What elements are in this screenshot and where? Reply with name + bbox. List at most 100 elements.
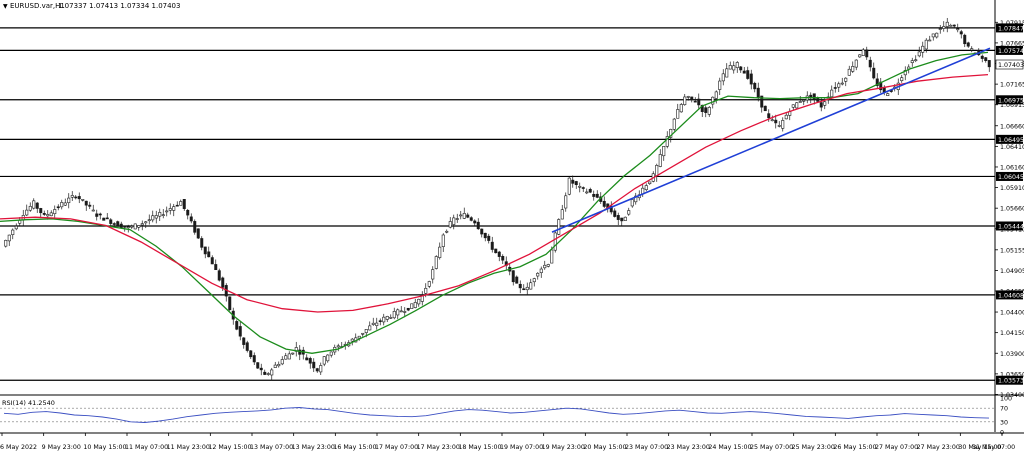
level-tag-label: 1.05444 bbox=[998, 223, 1024, 230]
candle-body bbox=[658, 154, 662, 167]
level-tag-label: 1.06045 bbox=[998, 174, 1024, 181]
candle-body bbox=[851, 66, 855, 72]
candle-body bbox=[67, 197, 71, 204]
x-tick-label: 25 May 23:00 bbox=[792, 444, 835, 451]
candle-body bbox=[774, 119, 778, 124]
collapse-arrow-icon[interactable]: ▼ bbox=[3, 3, 8, 10]
candle-body bbox=[903, 70, 907, 76]
candle-body bbox=[350, 338, 354, 342]
candle-body bbox=[326, 354, 330, 362]
candle-body bbox=[25, 209, 29, 216]
candle-body bbox=[609, 205, 613, 213]
candle-body bbox=[123, 225, 127, 228]
candle-body bbox=[322, 356, 326, 365]
level-tag bbox=[996, 134, 1023, 144]
candle-body bbox=[476, 221, 480, 230]
candle-body bbox=[266, 373, 270, 375]
candle-body bbox=[32, 200, 36, 209]
x-tick-label: 13 May 07:00 bbox=[250, 444, 293, 451]
candle-body bbox=[648, 181, 652, 184]
candle-body bbox=[529, 282, 533, 290]
candle-body bbox=[560, 209, 564, 220]
candle-body bbox=[63, 202, 67, 206]
candle-body bbox=[595, 193, 599, 198]
level-tag bbox=[996, 23, 1023, 33]
candle-body bbox=[410, 303, 414, 309]
x-tick-label: 11 May 07:00 bbox=[125, 444, 168, 451]
candle-body bbox=[77, 196, 81, 200]
candle-body bbox=[109, 219, 113, 224]
candle-body bbox=[305, 357, 309, 361]
candle-body bbox=[980, 55, 984, 59]
moving-average-red bbox=[0, 73, 989, 313]
chart-symbol: EURUSD.var,H1 bbox=[10, 2, 65, 10]
candle-body bbox=[644, 185, 648, 191]
candle-body bbox=[417, 298, 421, 305]
candle-body bbox=[441, 234, 445, 247]
candle-body bbox=[217, 270, 221, 281]
candle-body bbox=[830, 89, 834, 98]
candle-body bbox=[144, 221, 148, 224]
candle-body bbox=[847, 68, 851, 76]
candle-body bbox=[396, 309, 400, 316]
candle-body bbox=[385, 316, 389, 320]
candle-body bbox=[228, 296, 232, 311]
candle-body bbox=[627, 210, 631, 215]
candle-body bbox=[686, 96, 690, 98]
candle-body bbox=[56, 206, 60, 209]
candle-body bbox=[287, 353, 291, 360]
candle-body bbox=[987, 60, 991, 68]
candle-body bbox=[844, 77, 848, 82]
candle-body bbox=[308, 358, 312, 364]
candle-body bbox=[462, 213, 466, 219]
candle-body bbox=[172, 206, 176, 211]
candle-body bbox=[924, 39, 928, 50]
level-tag-label: 1.07847 bbox=[998, 25, 1024, 32]
candle-body bbox=[875, 78, 879, 86]
candle-body bbox=[291, 352, 295, 355]
candle-body bbox=[742, 70, 746, 74]
candle-body bbox=[46, 214, 50, 217]
candle-body bbox=[732, 65, 736, 71]
rsi-tick-label: 30 bbox=[1000, 419, 1008, 426]
candle-body bbox=[760, 95, 764, 108]
candle-body bbox=[602, 200, 606, 207]
candle-body bbox=[196, 228, 200, 239]
candle-body bbox=[392, 311, 396, 319]
candle-body bbox=[382, 316, 386, 323]
candle-body bbox=[571, 179, 575, 184]
candle-body bbox=[452, 217, 456, 225]
candle-body bbox=[210, 257, 214, 265]
candle-body bbox=[119, 223, 123, 229]
candle-body bbox=[634, 195, 638, 203]
candle-body bbox=[364, 329, 368, 333]
candle-body bbox=[445, 230, 449, 233]
candle-body bbox=[767, 113, 771, 119]
y-tick-label: 1.04400 bbox=[1000, 310, 1024, 317]
y-tick-label: 1.07915 bbox=[1000, 20, 1024, 27]
candle-body bbox=[427, 281, 431, 287]
candle-body bbox=[728, 65, 732, 70]
current-price-label: 1.07403 bbox=[998, 62, 1024, 69]
level-tag bbox=[996, 45, 1023, 55]
candle-body bbox=[53, 209, 57, 215]
candle-body bbox=[147, 219, 151, 222]
rsi-line bbox=[3, 407, 990, 423]
trendline[interactable] bbox=[551, 47, 991, 233]
candle-body bbox=[532, 278, 536, 283]
candle-body bbox=[116, 221, 120, 227]
level-tag bbox=[996, 221, 1023, 231]
candle-body bbox=[270, 369, 274, 376]
candle-body bbox=[487, 235, 491, 241]
y-tick-label: 1.06915 bbox=[1000, 102, 1024, 109]
candle-body bbox=[837, 83, 841, 88]
candle-body bbox=[550, 249, 554, 264]
candle-body bbox=[676, 109, 680, 119]
rsi-tick-label: 100 bbox=[1000, 396, 1012, 403]
candle-body bbox=[235, 321, 239, 330]
level-tag-label: 1.06975 bbox=[998, 97, 1024, 104]
candle-body bbox=[494, 248, 498, 254]
candle-body bbox=[60, 202, 64, 208]
candle-body bbox=[966, 42, 970, 47]
